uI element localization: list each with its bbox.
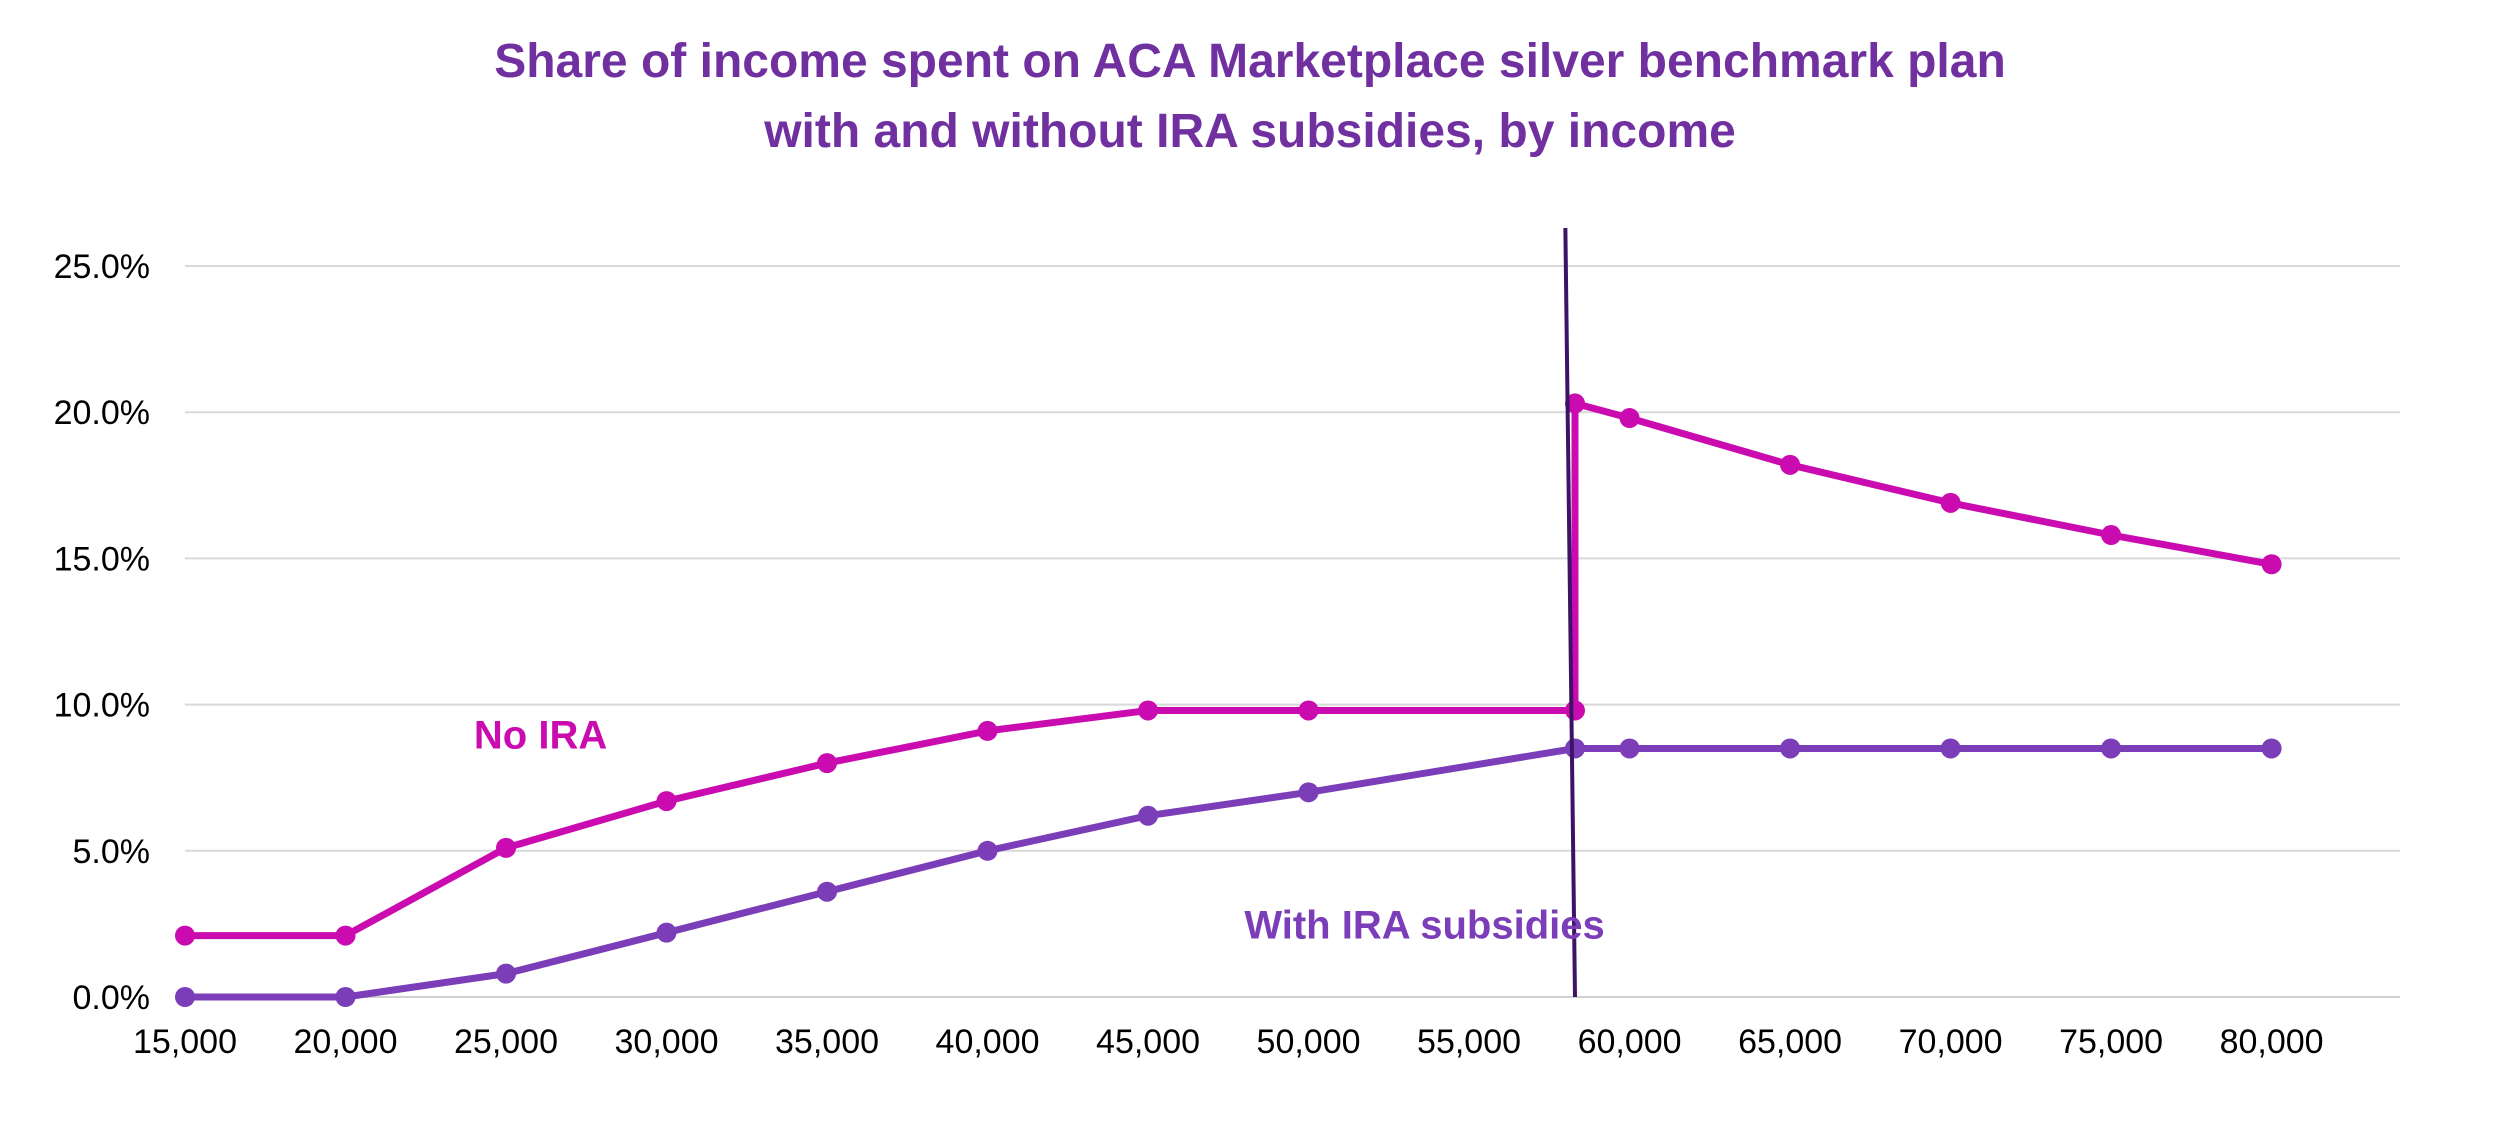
data-point-no-ira [656,791,677,812]
y-tick-label: 25.0% [54,248,150,286]
data-point-with-ira-subsidies [2101,738,2122,759]
data-point-with-ira-subsidies [977,840,998,861]
data-point-with-ira-subsidies [1298,782,1319,803]
x-tick-label: 55,000 [1417,1023,1521,1061]
data-point-with-ira-subsidies [2261,738,2282,759]
data-point-no-ira [2261,554,2282,575]
x-tick-label: 30,000 [615,1023,719,1061]
data-point-with-ira-subsidies [175,987,195,1007]
data-point-no-ira [1780,454,1801,475]
data-point-no-ira [1298,700,1319,721]
data-point-with-ira-subsidies [335,987,356,1007]
x-tick-label: 50,000 [1257,1023,1361,1061]
series-line-no-ira [181,399,2276,940]
data-point-no-ira [977,720,998,741]
data-point-no-ira [2101,525,2122,546]
data-point-with-ira-subsidies [1564,738,1585,759]
data-point-no-ira [496,837,517,858]
data-point-with-ira-subsidies [1780,738,1801,759]
chart-title-line-2: with and without IRA subsidies, by incom… [764,105,1736,158]
y-tick-label: 10.0% [54,687,150,725]
x-tick-label: 80,000 [2220,1023,2324,1061]
data-point-no-ira [1564,393,1585,414]
x-tick-label: 20,000 [294,1023,398,1061]
data-point-no-ira [1138,700,1159,721]
chart-title-line-1: Share of income spent on ACA Marketplace… [494,35,2006,88]
data-point-no-ira [175,925,195,946]
y-tick-label: 5.0% [73,833,151,871]
x-tick-label: 65,000 [1738,1023,1842,1061]
x-tick-label: 45,000 [1096,1023,1200,1061]
data-point-with-ira-subsidies [496,963,517,984]
x-tick-label: 25,000 [454,1023,558,1061]
data-point-no-ira [1619,408,1640,429]
series-label-no-ira: No IRA [474,713,607,757]
data-point-with-ira-subsidies [1619,738,1640,759]
y-tick-label: 20.0% [54,394,150,432]
data-point-with-ira-subsidies [817,881,838,902]
data-point-no-ira [1940,492,1961,513]
data-point-no-ira [817,753,838,774]
series-line-with-ira-subsidies [181,745,2276,1001]
x-tick-label: 70,000 [1899,1023,2003,1061]
reference-line [1563,227,1577,998]
x-tick-label: 35,000 [775,1023,879,1061]
series-label-with-ira-subsidies: With IRA subsidies [1244,904,1604,948]
data-point-with-ira-subsidies [656,922,677,943]
x-tick-label: 60,000 [1578,1023,1682,1061]
x-tick-label: 15,000 [133,1023,237,1061]
data-point-no-ira [1564,700,1585,721]
data-point-with-ira-subsidies [1138,805,1159,826]
data-point-with-ira-subsidies [1940,738,1961,759]
x-tick-label: 40,000 [936,1023,1040,1061]
x-tick-label: 75,000 [2059,1023,2163,1061]
data-point-no-ira [335,925,356,946]
y-tick-label: 0.0% [73,979,151,1017]
y-tick-label: 15.0% [54,540,150,578]
